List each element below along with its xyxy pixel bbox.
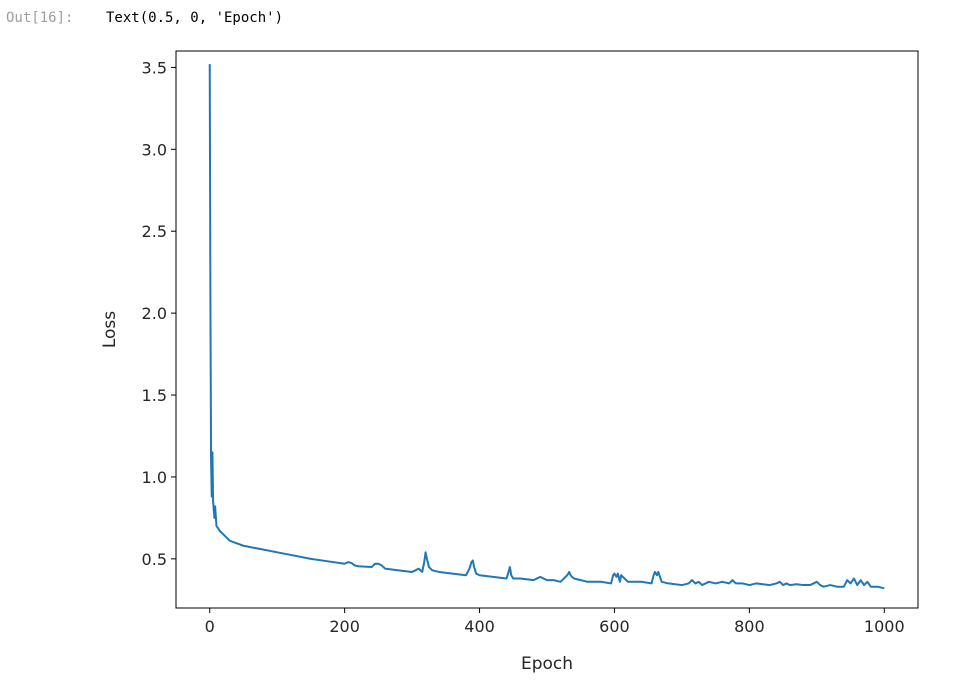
plot-layer [208, 64, 885, 590]
y-axis-label: Loss [100, 311, 120, 348]
y-tick-label: 3.0 [142, 140, 167, 159]
y-tick-label: 2.0 [142, 304, 167, 323]
output-row: Out[16]: Text(0.5, 0, 'Epoch') [6, 8, 283, 28]
y-tick-label: 1.0 [142, 468, 167, 487]
y-tick-label: 2.5 [142, 222, 167, 241]
x-tick-label: 800 [734, 617, 765, 636]
output-prompt: Out[16]: [6, 10, 74, 26]
x-tick-label: 0 [205, 617, 215, 636]
x-tick-label: 1000 [864, 617, 905, 636]
y-tick-label: 3.5 [142, 58, 167, 77]
x-tick-label: 600 [599, 617, 630, 636]
loss-series-line [208, 64, 885, 590]
x-tick-label: 200 [329, 617, 360, 636]
axes-frame [175, 50, 919, 609]
x-axis-label: Epoch [521, 654, 573, 674]
x-tick-label: 400 [464, 617, 495, 636]
y-tick-label: 1.5 [142, 386, 167, 405]
y-tick-label: 0.5 [142, 550, 167, 569]
ticks-layer: 0 200 400 600 800 1000 0.5 1.0 1.5 2.0 2.5 3.0 3.5 [142, 58, 905, 636]
output-text: Text(0.5, 0, 'Epoch') [106, 10, 284, 26]
